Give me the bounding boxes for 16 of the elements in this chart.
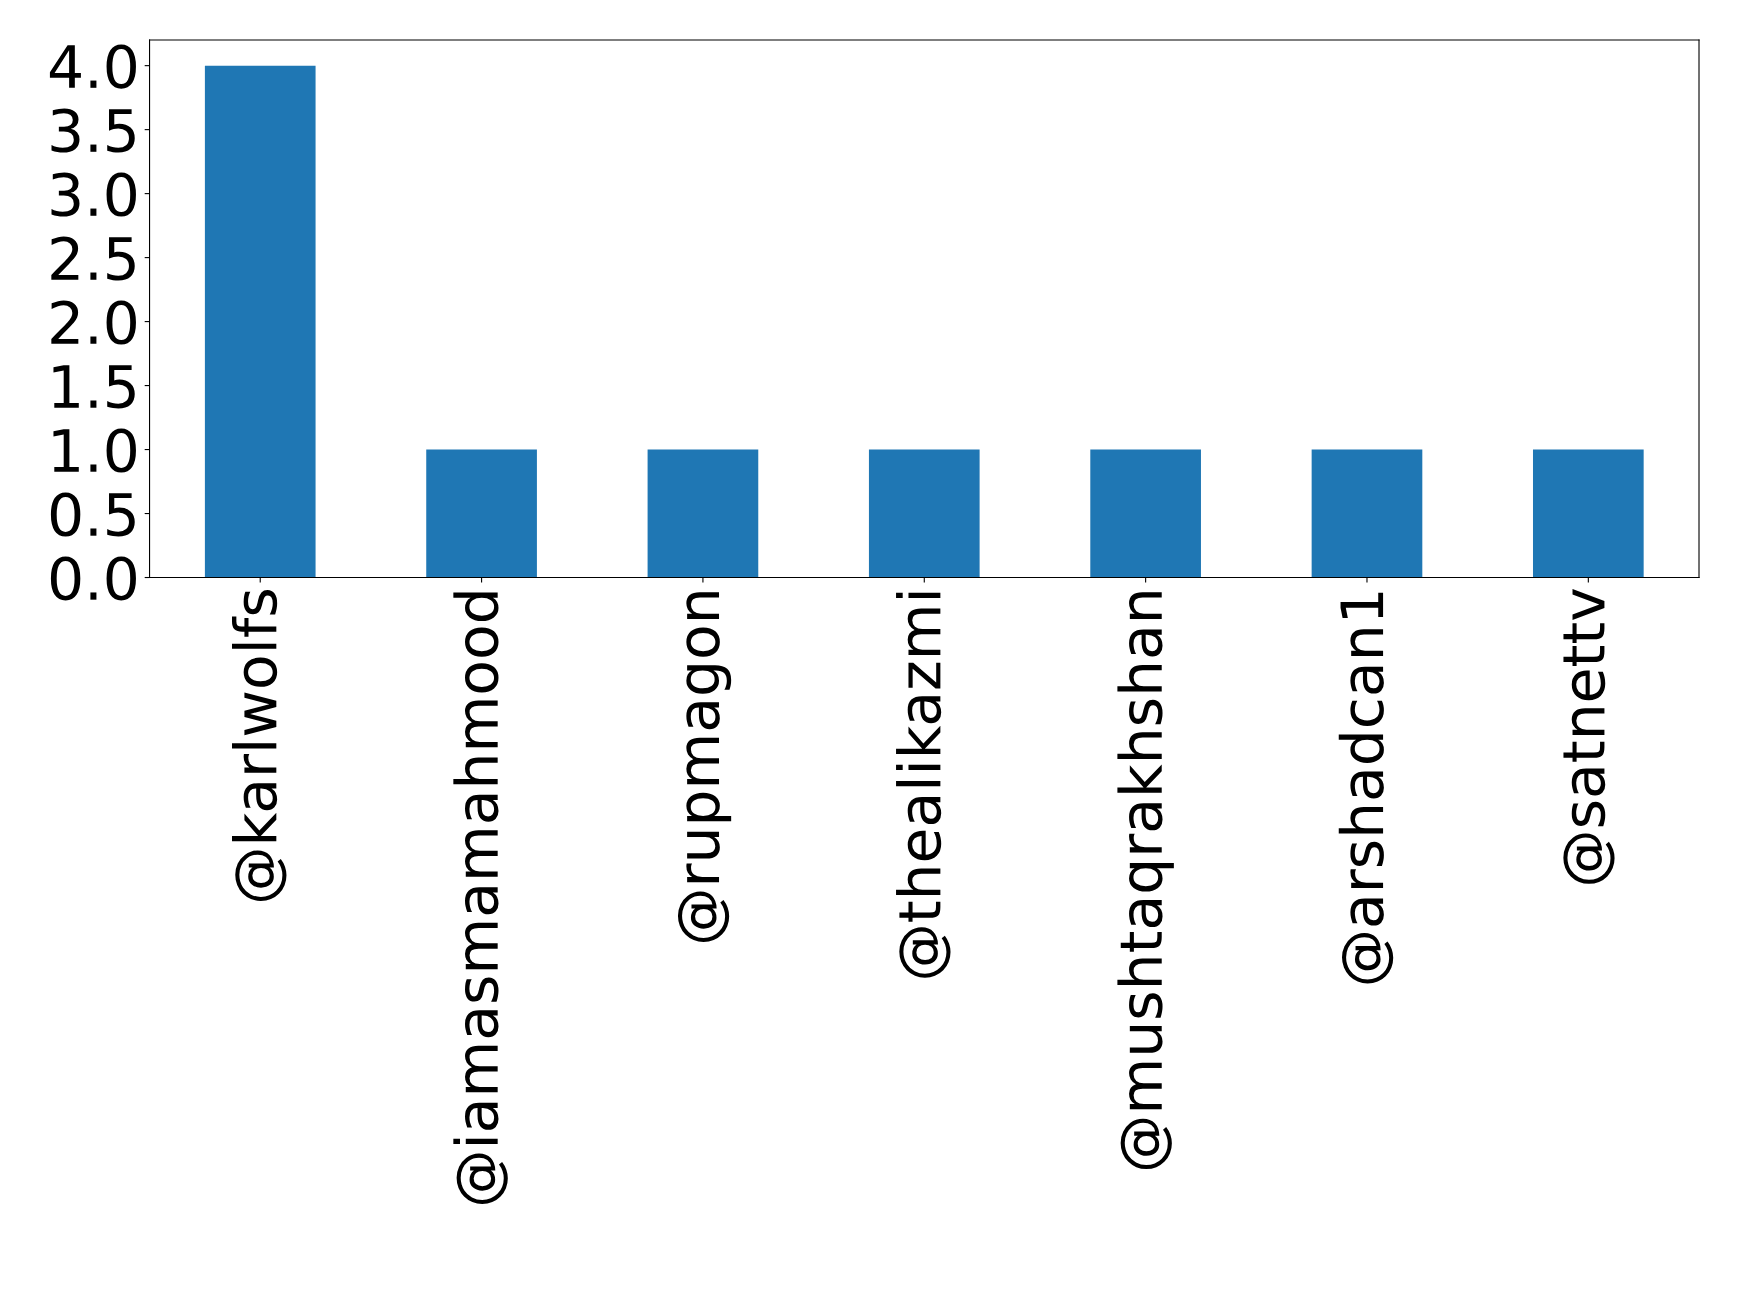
y-tick-label: 0.5 [50, 492, 135, 537]
y-tick-label: 1.0 [53, 428, 136, 473]
x-tick-label: @arshadcan1 [1338, 592, 1394, 984]
x-tick-label: @iamasmamahmood [453, 592, 508, 1204]
x-tick-label: @thealikazmi [896, 592, 951, 978]
y-tick-label: 0.0 [50, 556, 136, 601]
x-tick-label: @mushtaqrakhshan [1117, 592, 1174, 1170]
y-tick-label: 3.0 [51, 172, 136, 217]
y-tick-label: 3.5 [51, 108, 135, 153]
x-tick-label: @rupmagon [677, 592, 732, 942]
y-tick-label: 2.5 [51, 236, 135, 281]
y-tick-label: 1.5 [53, 365, 135, 409]
y-tick-label: 4.0 [49, 44, 136, 89]
y-tick-label: 2.0 [51, 300, 136, 345]
x-tick-label: @karlwolfs [232, 590, 287, 901]
x-tick-label: @satnettv [1563, 588, 1615, 884]
